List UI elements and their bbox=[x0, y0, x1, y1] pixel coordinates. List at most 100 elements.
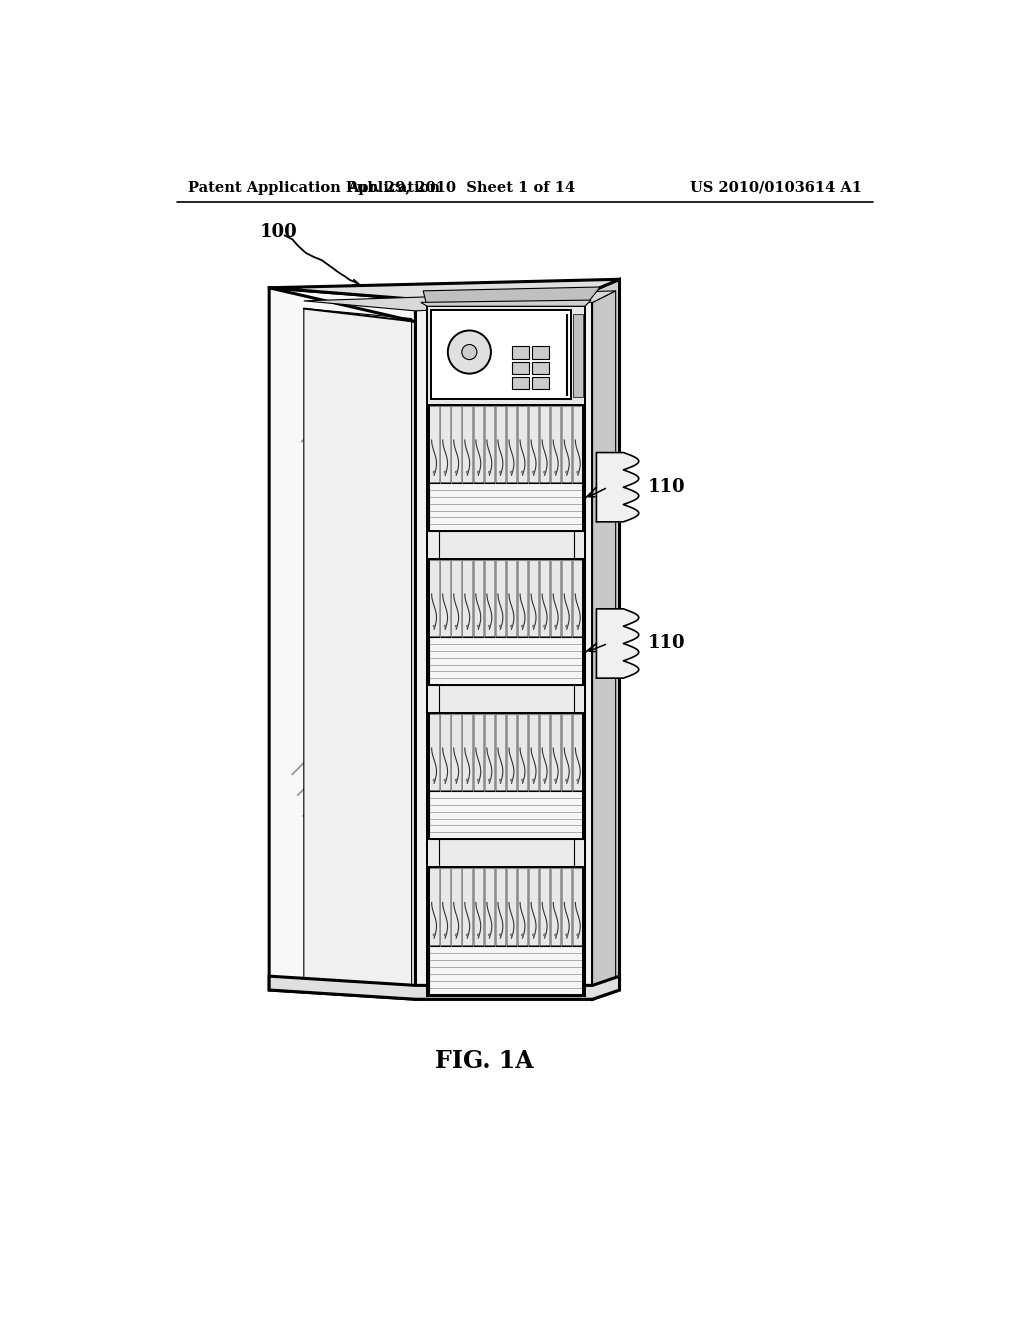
Bar bbox=[551, 560, 560, 635]
Circle shape bbox=[521, 471, 523, 474]
Circle shape bbox=[555, 471, 557, 474]
Circle shape bbox=[447, 330, 490, 374]
Bar bbox=[540, 560, 550, 635]
Text: 110: 110 bbox=[648, 478, 686, 496]
Bar bbox=[429, 713, 584, 791]
Circle shape bbox=[466, 779, 468, 781]
Circle shape bbox=[532, 779, 535, 781]
Circle shape bbox=[577, 471, 579, 474]
Polygon shape bbox=[269, 288, 416, 999]
Bar bbox=[562, 869, 571, 945]
Bar bbox=[540, 869, 550, 945]
Bar bbox=[528, 560, 539, 635]
Polygon shape bbox=[596, 609, 639, 678]
Circle shape bbox=[510, 779, 513, 781]
Bar bbox=[440, 407, 450, 482]
Bar bbox=[518, 407, 527, 482]
Bar bbox=[473, 407, 483, 482]
Bar bbox=[473, 560, 483, 635]
Circle shape bbox=[488, 624, 490, 627]
Circle shape bbox=[532, 624, 535, 627]
Circle shape bbox=[488, 933, 490, 936]
Polygon shape bbox=[593, 290, 615, 997]
Circle shape bbox=[444, 779, 446, 781]
Circle shape bbox=[455, 624, 458, 627]
Bar bbox=[531, 362, 549, 374]
Circle shape bbox=[433, 471, 435, 474]
Bar bbox=[551, 714, 560, 789]
Circle shape bbox=[510, 471, 513, 474]
Bar bbox=[484, 560, 495, 635]
Polygon shape bbox=[269, 977, 620, 999]
Bar bbox=[507, 869, 516, 945]
Bar bbox=[440, 714, 450, 789]
Bar bbox=[473, 714, 483, 789]
Circle shape bbox=[565, 471, 568, 474]
Bar bbox=[528, 407, 539, 482]
Circle shape bbox=[544, 471, 546, 474]
Bar bbox=[427, 306, 585, 405]
Bar bbox=[496, 714, 505, 789]
Bar bbox=[565, 314, 567, 395]
Circle shape bbox=[444, 624, 446, 627]
Bar bbox=[573, 560, 583, 635]
Circle shape bbox=[577, 624, 579, 627]
Circle shape bbox=[466, 624, 468, 627]
Circle shape bbox=[455, 471, 458, 474]
Circle shape bbox=[555, 779, 557, 781]
Text: Patent Application Publication: Patent Application Publication bbox=[188, 181, 440, 194]
Circle shape bbox=[477, 779, 479, 781]
Bar bbox=[518, 714, 527, 789]
Circle shape bbox=[477, 624, 479, 627]
Bar bbox=[551, 869, 560, 945]
Circle shape bbox=[477, 933, 479, 936]
Polygon shape bbox=[416, 290, 593, 999]
Bar bbox=[528, 714, 539, 789]
Circle shape bbox=[462, 345, 477, 359]
Bar bbox=[551, 407, 560, 482]
Circle shape bbox=[455, 933, 458, 936]
Bar bbox=[429, 791, 584, 840]
Circle shape bbox=[455, 779, 458, 781]
Bar bbox=[473, 869, 483, 945]
Polygon shape bbox=[593, 280, 620, 999]
Text: FIG. 1A: FIG. 1A bbox=[435, 1049, 535, 1073]
Bar bbox=[562, 407, 571, 482]
Circle shape bbox=[565, 779, 568, 781]
Bar bbox=[512, 362, 528, 374]
Bar bbox=[463, 407, 472, 482]
Circle shape bbox=[510, 624, 513, 627]
Circle shape bbox=[555, 933, 557, 936]
Circle shape bbox=[565, 624, 568, 627]
Bar bbox=[531, 346, 549, 359]
Text: 100: 100 bbox=[260, 223, 298, 240]
Bar bbox=[427, 306, 585, 997]
Bar bbox=[484, 869, 495, 945]
Bar bbox=[528, 869, 539, 945]
Bar bbox=[540, 407, 550, 482]
Bar bbox=[484, 407, 495, 482]
Bar bbox=[440, 560, 450, 635]
Bar bbox=[463, 714, 472, 789]
Circle shape bbox=[477, 471, 479, 474]
Circle shape bbox=[577, 779, 579, 781]
Circle shape bbox=[433, 933, 435, 936]
Circle shape bbox=[500, 779, 502, 781]
Bar bbox=[452, 714, 461, 789]
Polygon shape bbox=[269, 280, 620, 300]
Circle shape bbox=[433, 624, 435, 627]
Circle shape bbox=[555, 624, 557, 627]
Bar bbox=[429, 407, 439, 482]
Circle shape bbox=[466, 471, 468, 474]
Circle shape bbox=[444, 933, 446, 936]
Polygon shape bbox=[423, 286, 600, 306]
Bar bbox=[463, 560, 472, 635]
Bar bbox=[429, 867, 584, 995]
Polygon shape bbox=[421, 300, 591, 306]
Circle shape bbox=[544, 624, 546, 627]
Circle shape bbox=[433, 779, 435, 781]
Bar bbox=[429, 867, 584, 946]
Circle shape bbox=[565, 933, 568, 936]
Bar bbox=[573, 869, 583, 945]
Text: US 2010/0103614 A1: US 2010/0103614 A1 bbox=[690, 181, 862, 194]
